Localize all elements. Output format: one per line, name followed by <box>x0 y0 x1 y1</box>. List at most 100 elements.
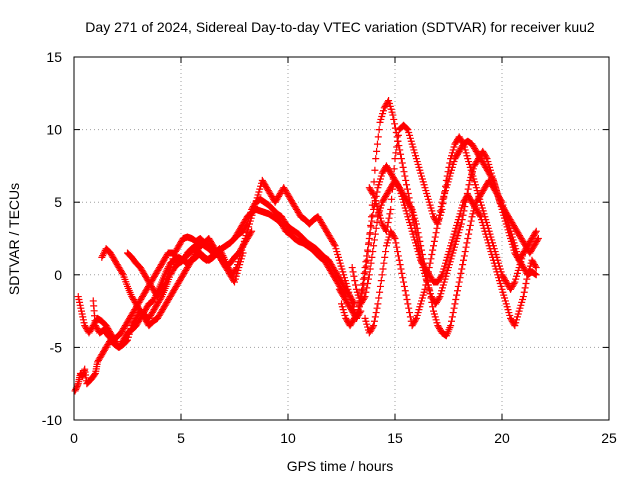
data-point <box>461 248 469 256</box>
data-point <box>373 147 381 155</box>
data-point <box>442 176 450 184</box>
data-point <box>534 236 542 244</box>
data-point <box>476 211 484 219</box>
data-point <box>378 271 386 279</box>
data-point <box>351 277 359 285</box>
data-point <box>413 224 421 232</box>
data-point <box>389 111 397 119</box>
data-point <box>396 261 404 269</box>
data-point <box>412 316 420 324</box>
data-point <box>364 275 372 283</box>
data-point <box>462 194 470 202</box>
data-point <box>371 313 379 321</box>
data-point <box>393 143 401 151</box>
data-point <box>435 294 443 302</box>
data-point <box>369 211 377 219</box>
x-tick-label: 20 <box>494 430 510 446</box>
data-point <box>425 264 433 272</box>
data-point <box>531 229 539 237</box>
data-point <box>384 98 392 106</box>
data-point <box>370 317 378 325</box>
data-point <box>377 277 385 285</box>
data-point <box>421 285 429 293</box>
data-point <box>394 248 402 256</box>
data-point <box>429 303 437 311</box>
x-tick-label: 5 <box>177 430 185 446</box>
chart-title: Day 271 of 2024, Sidereal Day-to-day VTE… <box>85 19 595 35</box>
data-point <box>459 256 467 264</box>
x-tick-label: 0 <box>70 430 78 446</box>
data-point <box>389 175 397 183</box>
y-tick-label: -10 <box>42 412 62 428</box>
data-point <box>466 221 474 229</box>
data-point <box>391 235 399 242</box>
data-point <box>427 294 435 302</box>
data-point <box>360 294 368 302</box>
data-point <box>454 282 462 290</box>
data-point <box>230 277 238 285</box>
data-point <box>427 255 435 263</box>
data-point <box>520 288 528 296</box>
x-tick-label: 15 <box>387 430 403 446</box>
data-point <box>431 233 439 241</box>
data-point <box>442 182 450 190</box>
data-point <box>407 204 415 212</box>
y-tick-label: 10 <box>46 122 62 138</box>
data-point <box>534 235 542 242</box>
data-point <box>372 155 380 163</box>
data-point <box>422 281 430 289</box>
data-point <box>369 248 377 256</box>
data-point <box>420 259 428 267</box>
data-point <box>403 125 411 133</box>
data-point <box>390 115 398 123</box>
data-point <box>392 239 400 247</box>
data-point <box>423 277 431 285</box>
data-point <box>461 203 469 211</box>
data-point <box>366 265 374 273</box>
data-point <box>385 214 393 222</box>
data-point <box>118 269 126 277</box>
data-point <box>430 242 438 250</box>
data-point <box>426 259 434 267</box>
data-point <box>386 210 394 218</box>
data-point <box>362 288 370 296</box>
series-t9 <box>361 137 540 337</box>
data-point <box>376 282 384 290</box>
data-point <box>361 293 369 301</box>
data-point <box>123 337 131 345</box>
data-point <box>398 269 406 277</box>
data-point <box>465 181 473 189</box>
x-tick-label: 25 <box>601 430 617 446</box>
data-point <box>390 165 398 173</box>
data-point <box>457 220 465 228</box>
data-point <box>373 304 381 312</box>
data-point <box>374 133 382 141</box>
data-point <box>371 230 379 238</box>
data-point <box>443 172 451 180</box>
grid <box>74 57 609 420</box>
data-point <box>465 226 473 234</box>
data-point <box>388 195 396 203</box>
data-point <box>369 323 377 331</box>
data-point <box>462 198 470 206</box>
data-point <box>239 249 247 257</box>
data-point <box>370 236 378 244</box>
series-t10 <box>365 121 527 293</box>
data-point <box>532 227 540 235</box>
data-point <box>459 211 467 219</box>
data-point <box>368 253 376 261</box>
data-point <box>397 150 405 158</box>
data-point <box>418 250 426 258</box>
data-point <box>519 249 527 257</box>
data-point <box>401 287 409 295</box>
data-point <box>392 149 400 157</box>
data-point <box>247 229 255 237</box>
data-point <box>402 291 410 299</box>
data-point <box>522 280 530 288</box>
data-point <box>416 237 424 245</box>
data-point <box>384 219 392 227</box>
data-point <box>447 317 455 325</box>
data-point <box>459 261 467 269</box>
data-point <box>161 280 169 288</box>
